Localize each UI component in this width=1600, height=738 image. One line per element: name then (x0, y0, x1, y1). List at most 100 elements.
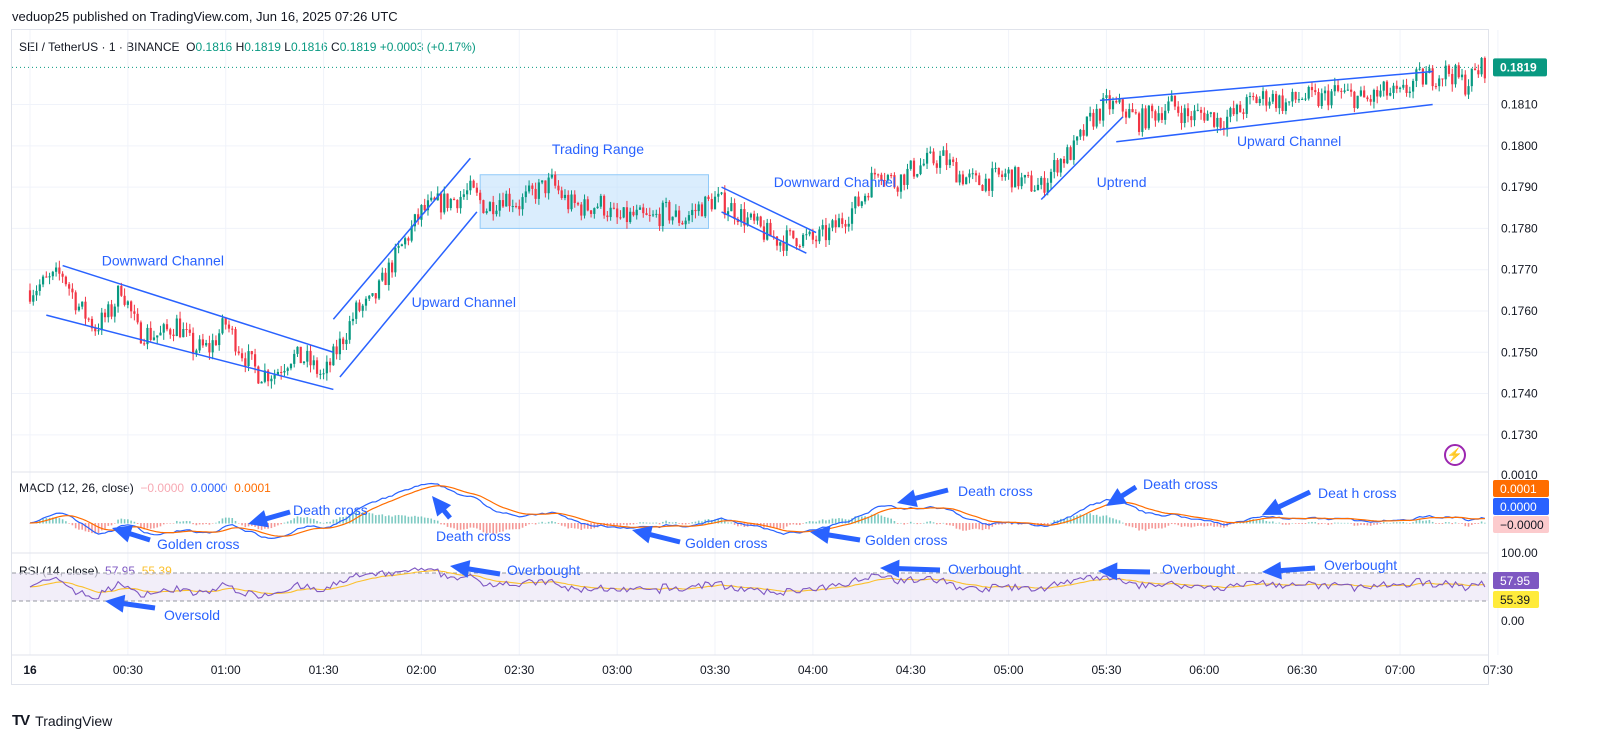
macd-histogram-bar (662, 521, 664, 524)
macd-histogram-bar (120, 518, 123, 524)
macd-histogram-bar (371, 513, 374, 524)
macd-histogram-bar (554, 522, 556, 524)
candle-up (805, 234, 808, 236)
candle-down (844, 223, 847, 227)
rsi-value-label: 55.39 (1500, 593, 1530, 607)
candle-up (1072, 140, 1075, 160)
candle-up (971, 173, 974, 175)
candle-up (1284, 102, 1287, 111)
channel-line (332, 157, 471, 320)
macd-histogram-bar (224, 517, 227, 524)
candle-up (348, 321, 351, 340)
macd-histogram-bar (1118, 520, 1121, 524)
macd-histogram-bar (518, 523, 521, 530)
candle-up (1346, 89, 1349, 91)
macd-histogram-bar (505, 523, 508, 530)
candle-up (1076, 136, 1079, 141)
candle-up (1128, 109, 1131, 118)
macd-histogram-bar (482, 523, 485, 533)
macd-histogram-bar (678, 523, 680, 524)
macd-histogram-bar (580, 523, 583, 530)
candle-down (1464, 74, 1467, 95)
candle-up (1147, 105, 1150, 129)
macd-histogram-bar (1389, 522, 1392, 524)
macd-signal-value: 0.0001 (234, 481, 271, 495)
candle-down (58, 267, 61, 274)
candle-down (1239, 104, 1242, 113)
candle-down (769, 222, 772, 237)
candle-down (1350, 89, 1353, 92)
time-tick-label: 03:00 (602, 663, 632, 677)
candle-down (1056, 160, 1059, 173)
candle-down (534, 188, 537, 199)
lightning-icon[interactable]: ⚡ (1444, 444, 1466, 466)
price-tick-label: 0.1800 (1501, 139, 1538, 153)
macd-histogram-bar (626, 523, 628, 526)
candle-up (1470, 68, 1473, 87)
candle-down (136, 313, 139, 323)
macd-histogram-bar (658, 523, 661, 525)
macd-histogram-bar (1409, 523, 1411, 524)
candle-down (1314, 90, 1317, 93)
macd-histogram-bar (1196, 523, 1199, 526)
candle-up (394, 247, 397, 273)
macd-histogram-bar (179, 521, 181, 524)
candle-up (146, 327, 149, 345)
candle-up (674, 210, 677, 217)
candle-up (38, 284, 41, 291)
candle-up (740, 209, 743, 223)
candle-down (227, 324, 231, 329)
candle-up (691, 209, 694, 216)
candle-down (479, 192, 482, 201)
candle-down (149, 327, 152, 340)
macd-histogram-bar (629, 523, 632, 525)
candle-up (469, 180, 472, 191)
macd-histogram-bar (766, 523, 769, 527)
published-header: veduop25 published on TradingView.com, J… (12, 9, 398, 24)
candle-up (831, 220, 834, 228)
macd-histogram-bar (1415, 520, 1418, 524)
candle-down (208, 343, 211, 353)
candle-down (231, 328, 234, 330)
macd-histogram-bar (339, 517, 341, 524)
macd-title[interactable]: MACD (12, 26, close) (19, 481, 134, 495)
tradingview-logo[interactable]: TV TradingView (12, 712, 112, 729)
candle-up (1105, 95, 1108, 98)
open-label: O (186, 40, 196, 54)
macd-histogram-bar (231, 518, 234, 524)
candle-down (955, 162, 958, 183)
candle-up (671, 216, 674, 221)
indicator-arrows: Golden cross Death cross Death cross Golden… (105, 476, 1397, 623)
candle-up (1020, 177, 1023, 187)
candle-up (1183, 108, 1186, 124)
candle-down (733, 203, 736, 219)
annotation-arrow-head (112, 525, 134, 543)
candle-up (958, 174, 961, 183)
candle-down (1242, 112, 1245, 114)
macd-histogram-bar (368, 512, 371, 524)
macd-histogram-bar (244, 523, 247, 528)
macd-histogram-bar (440, 523, 442, 525)
macd-histogram-bar (1174, 523, 1176, 525)
macd-histogram-bar (998, 523, 1000, 525)
macd-histogram-bar (1219, 523, 1222, 528)
macd-histogram-bar (84, 523, 87, 532)
candle-down (974, 173, 978, 176)
candle-down (997, 167, 1000, 175)
candle-down (912, 160, 916, 177)
candle-down (681, 222, 684, 225)
macd-histogram-bar (78, 523, 80, 530)
candle-down (518, 206, 521, 210)
low-value: 0.1816 (290, 40, 328, 54)
macd-histogram-bar (205, 523, 207, 525)
macd-histogram-bar (772, 523, 775, 528)
candle-up (1418, 68, 1421, 70)
candle-down (257, 366, 260, 384)
macd-histogram-bar (808, 521, 811, 524)
candle-up (886, 175, 890, 181)
candle-up (994, 167, 997, 169)
candle-down (214, 340, 218, 346)
symbol-title[interactable]: SEI / TetherUS · 1 · BINANCE (19, 40, 180, 54)
